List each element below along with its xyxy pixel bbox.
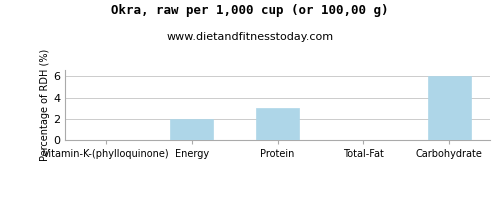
Bar <box>428 76 470 140</box>
Bar <box>170 119 213 140</box>
Text: www.dietandfitnesstoday.com: www.dietandfitnesstoday.com <box>166 32 334 42</box>
Y-axis label: Percentage of RDH (%): Percentage of RDH (%) <box>40 49 50 161</box>
Bar <box>256 108 299 140</box>
Text: Okra, raw per 1,000 cup (or 100,00 g): Okra, raw per 1,000 cup (or 100,00 g) <box>111 4 389 17</box>
